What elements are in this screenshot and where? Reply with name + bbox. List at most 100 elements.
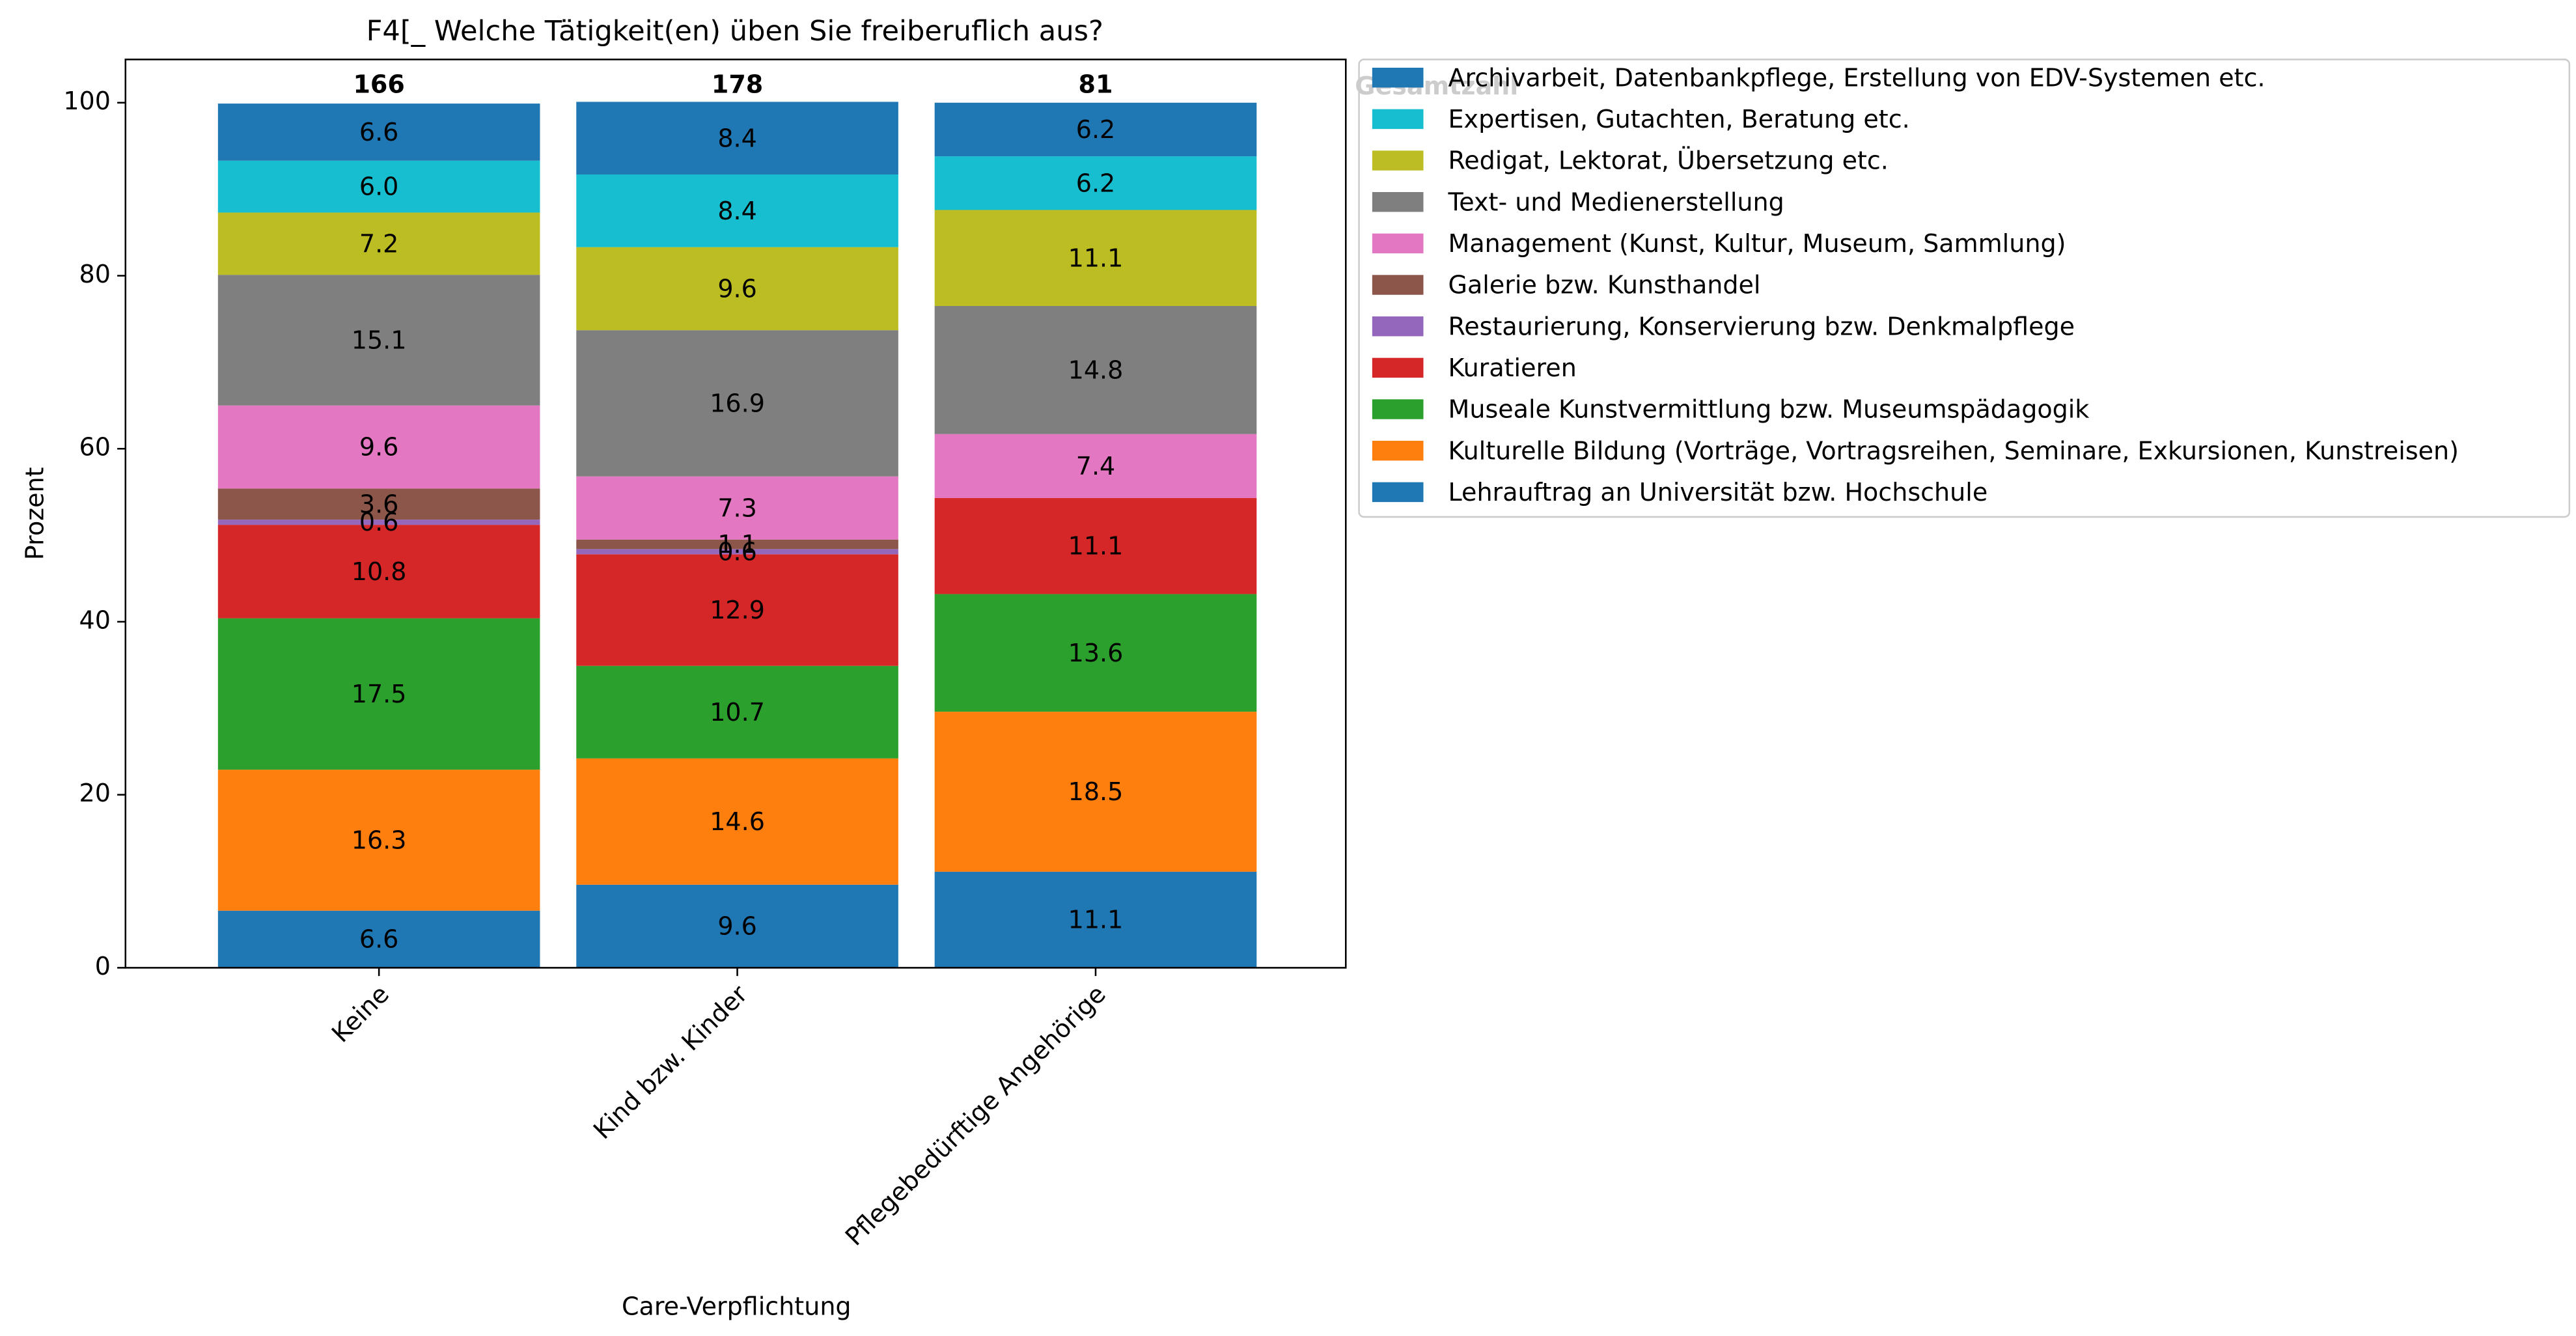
- legend-label: Redigat, Lektorat, Übersetzung etc.: [1448, 146, 1889, 175]
- bar-segment: [217, 770, 540, 911]
- data-label: 17.5: [352, 680, 407, 708]
- bar-segment: [576, 330, 898, 477]
- bar-segment: [576, 549, 898, 555]
- data-label: 3.6: [359, 490, 398, 518]
- data-label: 0.6: [359, 508, 398, 536]
- legend-swatch: [1372, 399, 1424, 419]
- plot-frame: [124, 59, 1347, 969]
- bar-segment: [217, 405, 540, 489]
- y-tick-label: 60: [79, 433, 111, 462]
- bar-segment: [576, 174, 898, 247]
- bar-segment: [217, 618, 540, 770]
- data-label: 0.6: [717, 537, 756, 566]
- data-label: 18.5: [1068, 777, 1124, 806]
- bar-segment: [217, 104, 540, 161]
- bar-segment: [934, 305, 1257, 434]
- y-axis-label: Prozent: [20, 467, 49, 561]
- data-label: 10.8: [352, 557, 407, 586]
- bar-segment: [576, 102, 898, 175]
- legend-label: Archivarbeit, Datenbankpflege, Erstellun…: [1448, 63, 2265, 92]
- y-tick-label: 0: [95, 952, 111, 981]
- legend-swatch: [1372, 233, 1424, 254]
- legend-label: Galerie bzw. Kunsthandel: [1448, 271, 1761, 299]
- bar-segment: [576, 554, 898, 666]
- data-label: 7.3: [717, 494, 756, 522]
- legend-swatch: [1372, 67, 1424, 88]
- data-label: 6.6: [359, 118, 398, 146]
- legend-swatch: [1372, 357, 1424, 378]
- data-label: 9.6: [359, 433, 398, 462]
- bar-segment: [934, 871, 1257, 968]
- legend-swatch: [1372, 109, 1424, 130]
- legend-label: Kulturelle Bildung (Vorträge, Vortragsre…: [1448, 436, 2459, 465]
- data-label: 8.4: [717, 124, 756, 152]
- legend-label: Kuratieren: [1448, 354, 1577, 382]
- total-label: 178: [712, 70, 763, 98]
- bar-segment: [576, 539, 898, 550]
- legend-swatch: [1372, 191, 1424, 212]
- bar-segment: [217, 525, 540, 619]
- data-label: 14.6: [710, 807, 765, 836]
- x-tick-label: Kind bzw. Kinder: [588, 979, 753, 1145]
- data-label: 6.0: [359, 173, 398, 201]
- data-label: 15.1: [352, 326, 407, 355]
- data-label: 8.4: [717, 197, 756, 225]
- data-label: 6.6: [359, 925, 398, 954]
- bar-segment: [576, 476, 898, 540]
- bar-segment: [217, 160, 540, 213]
- y-tick-label: 40: [79, 605, 111, 634]
- data-label: 14.8: [1068, 355, 1124, 384]
- legend-box: [1358, 59, 2571, 518]
- data-label: 11.1: [1068, 532, 1124, 561]
- bar-segment: [934, 210, 1257, 306]
- bar-segment: [576, 758, 898, 885]
- bar-segment: [217, 910, 540, 968]
- legend-swatch: [1372, 275, 1424, 295]
- data-label: 16.3: [352, 826, 407, 854]
- data-label: 1.1: [717, 530, 756, 559]
- bar-segment: [934, 594, 1257, 712]
- bar-segment: [217, 488, 540, 520]
- legend-label: Restaurierung, Konservierung bzw. Denkma…: [1448, 312, 2075, 341]
- y-tick-label: 20: [79, 779, 111, 807]
- bar-segment: [934, 102, 1257, 157]
- y-tick-label: 100: [63, 87, 111, 115]
- legend-label: Museale Kunstvermittlung bzw. Museumspäd…: [1448, 395, 2090, 424]
- data-label: 7.2: [359, 229, 398, 258]
- data-label: 13.6: [1068, 639, 1124, 667]
- legend-swatch: [1372, 316, 1424, 337]
- x-tick-label: Keine: [326, 980, 395, 1048]
- data-label: 11.1: [1068, 244, 1124, 272]
- bar-segment: [576, 247, 898, 331]
- data-label: 10.7: [710, 698, 765, 727]
- data-label: 11.1: [1068, 906, 1124, 934]
- legend-swatch: [1372, 441, 1424, 461]
- bar-segment: [217, 212, 540, 275]
- data-label: 6.2: [1076, 115, 1115, 144]
- legend-label: Management (Kunst, Kultur, Museum, Samml…: [1448, 229, 2066, 258]
- data-label: 6.2: [1076, 169, 1115, 197]
- data-label: 9.6: [717, 912, 756, 941]
- bar-segment: [217, 275, 540, 406]
- bar-segment: [934, 497, 1257, 594]
- data-label: 12.9: [710, 596, 765, 624]
- total-label: 81: [1079, 70, 1113, 98]
- legend-label: Text- und Medienerstellung: [1448, 188, 1784, 216]
- bar-segment: [934, 156, 1257, 210]
- x-axis-label: Care-Verpflichtung: [622, 1292, 852, 1320]
- legend-label: Lehrauftrag an Universität bzw. Hochschu…: [1448, 478, 1988, 507]
- bar-segment: [217, 520, 540, 525]
- y-tick-label: 80: [79, 260, 111, 288]
- bar-segment: [576, 665, 898, 758]
- data-label: 9.6: [717, 274, 756, 303]
- data-label: 16.9: [710, 389, 765, 417]
- bar-segment: [576, 884, 898, 968]
- data-label: 7.4: [1076, 452, 1115, 480]
- legend-swatch: [1372, 482, 1424, 503]
- bar-segment: [934, 434, 1257, 498]
- total-label: 166: [353, 70, 404, 98]
- legend-swatch: [1372, 150, 1424, 171]
- legend-label: Expertisen, Gutachten, Beratung etc.: [1448, 105, 1910, 133]
